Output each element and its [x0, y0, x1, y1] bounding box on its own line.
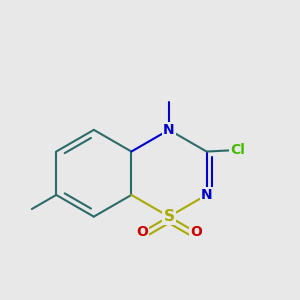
Text: O: O	[190, 225, 202, 239]
Text: Cl: Cl	[230, 143, 245, 157]
Text: N: N	[201, 188, 212, 202]
Text: N: N	[163, 123, 175, 137]
Text: S: S	[164, 209, 175, 224]
Text: O: O	[136, 225, 148, 239]
